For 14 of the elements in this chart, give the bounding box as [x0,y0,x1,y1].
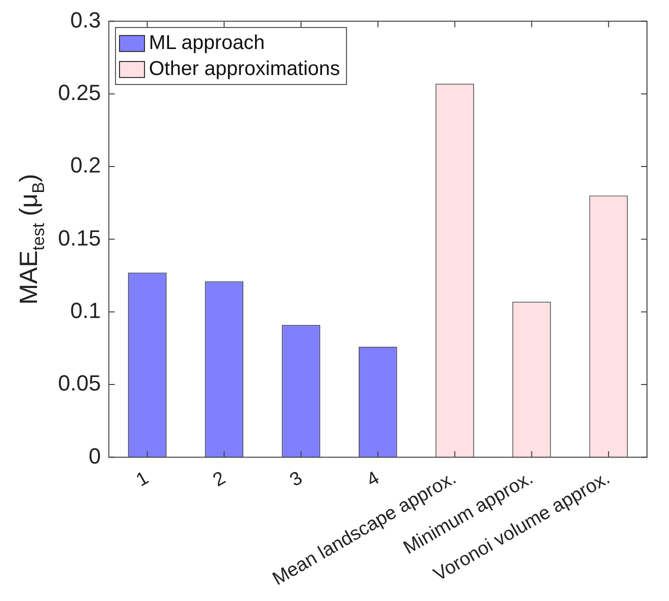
x-tick-label: 3 [286,468,306,492]
x-tick-label: 1 [132,468,152,492]
y-tick-label: 0.25 [58,80,101,105]
y-tick-label: 0.1 [70,298,101,323]
legend-label: Other approximations [148,58,340,81]
y-tick-label: 0.05 [58,370,101,396]
y-tick-label: 0.2 [70,152,101,178]
x-tick-label: 4 [363,468,384,492]
y-tick-label: 0.15 [58,225,101,250]
x-tick-label: 2 [210,468,230,492]
legend-label: ML approach [148,32,265,55]
y-axis-title: MAEtest (μB) [15,174,48,305]
y-tick-label: 0 [88,443,101,468]
y-tick-label: 0.3 [70,7,101,32]
